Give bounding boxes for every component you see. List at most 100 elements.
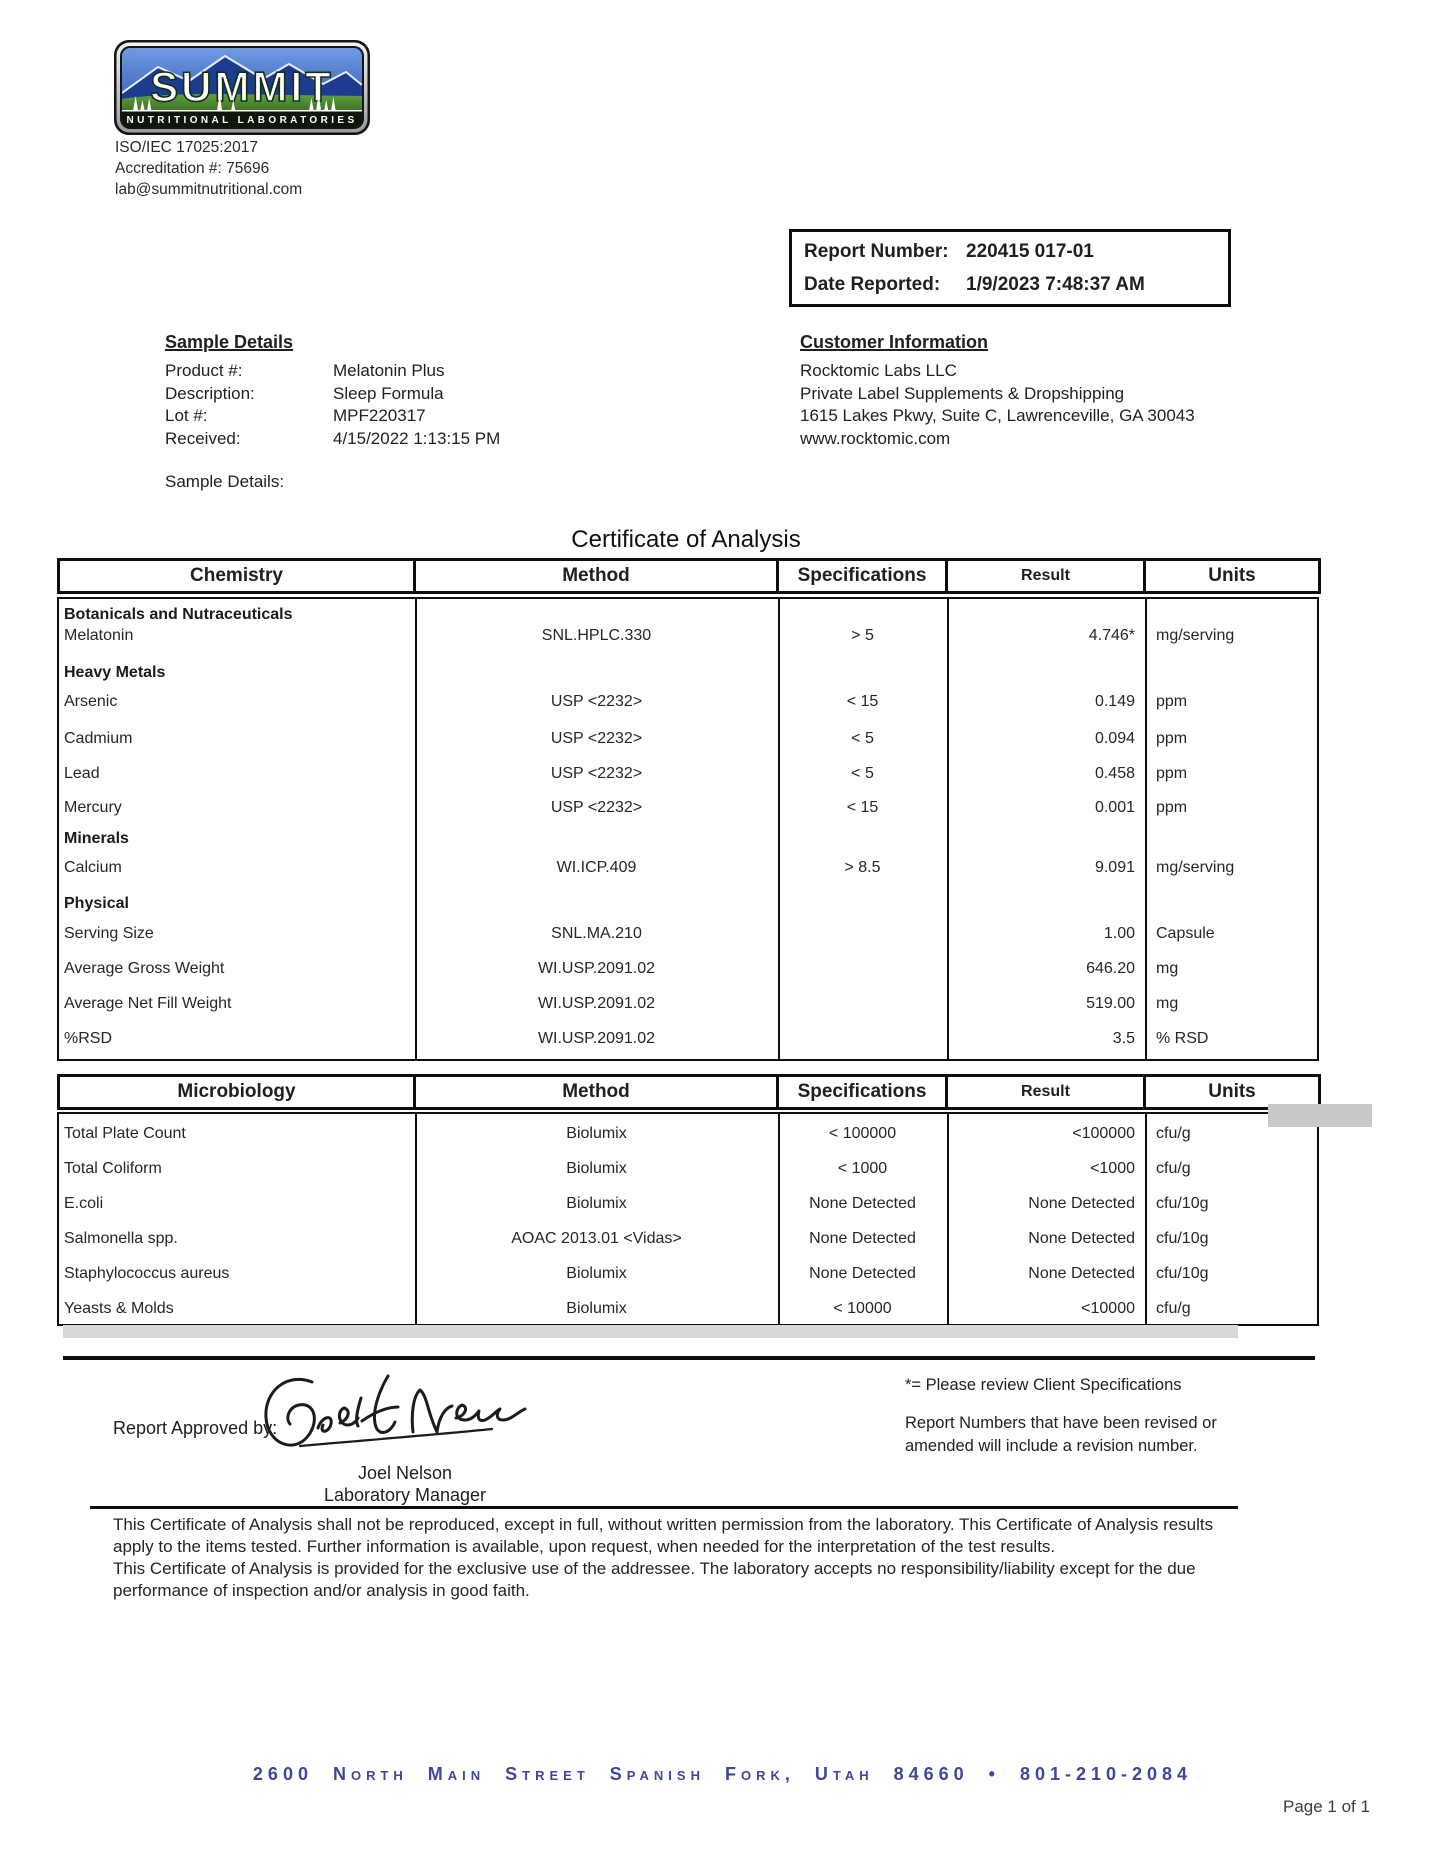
organism-name: Yeasts & Molds [64, 1300, 174, 1317]
units-cell: Capsule [1156, 925, 1215, 942]
method-cell: USP <2232> [550, 693, 643, 710]
method-cell: WI.USP.2091.02 [537, 1030, 656, 1047]
section-heavy-metals: Heavy Metals [59, 661, 1317, 685]
units-cell: mg/serving [1156, 627, 1235, 644]
client-spec-note: *= Please review Client Specifications [905, 1376, 1182, 1394]
signature-image [264, 1374, 527, 1448]
section-label: Botanicals and Nutraceuticals [64, 606, 293, 623]
description-row: Description: Sleep Formula [165, 383, 500, 406]
result-cell: 1.00 [1103, 925, 1135, 942]
section-divider-rule [63, 1356, 1315, 1360]
accreditation-line: Accreditation #: 75696 [115, 160, 270, 177]
disclaimer-divider-rule [90, 1506, 1238, 1509]
analyte-name: Melatonin [64, 627, 134, 644]
result-cell: 0.458 [1094, 765, 1135, 782]
spec-cell: > 5 [851, 627, 874, 644]
method-cell: Biolumix [566, 1125, 627, 1142]
chemistry-table-header: Chemistry Method Specifications Result U… [57, 558, 1321, 594]
units-cell: cfu/10g [1156, 1265, 1209, 1282]
result-cell: 0.094 [1094, 730, 1135, 747]
logo-peak-icons [133, 95, 336, 111]
lot-value: MPF220317 [333, 406, 426, 425]
table-row-total-coliform: Total Coliform Biolumix < 1000 <1000 cfu… [59, 1157, 1317, 1181]
sample-details-section: Sample Details Product #: Melatonin Plus… [165, 332, 500, 450]
micro-table-header: Microbiology Method Specifications Resul… [57, 1074, 1321, 1110]
method-cell: USP <2232> [550, 730, 643, 747]
table-row-melatonin: Melatonin SNL.HPLC.330 > 5 4.746* mg/ser… [59, 624, 1317, 648]
spec-cell: None Detected [809, 1265, 916, 1282]
microbiology-header: Microbiology [60, 1077, 416, 1107]
method-cell: AOAC 2013.01 <Vidas> [511, 1230, 682, 1247]
report-number-row: Report Number: 220415 017-01 [804, 235, 1216, 268]
units-cell: cfu/g [1156, 1125, 1191, 1142]
organism-name: Total Plate Count [64, 1125, 186, 1142]
analyte-name: Average Net Fill Weight [64, 995, 232, 1012]
result-cell: <1000 [1090, 1160, 1135, 1177]
customer-address: 1615 Lakes Pkwy, Suite C, Lawrenceville,… [800, 406, 1195, 425]
method-cell: USP <2232> [550, 765, 643, 782]
logo-wordmark: SUMMIT [150, 63, 334, 110]
lab-meta: ISO/IEC 17025:2017 Accreditation #: 7569… [115, 137, 302, 200]
table-row-yeasts-molds: Yeasts & Molds Biolumix < 10000 <10000 c… [59, 1297, 1317, 1321]
table-row-mercury: Mercury USP <2232> < 15 0.001 ppm [59, 796, 1317, 820]
method-cell: WI.USP.2091.02 [537, 960, 656, 977]
specifications-header: Specifications [779, 561, 948, 591]
spec-cell: None Detected [809, 1230, 916, 1247]
section-minerals: Minerals [59, 827, 1317, 851]
report-box: Report Number: 220415 017-01 Date Report… [789, 229, 1231, 307]
sample-details-extra-label: Sample Details: [165, 472, 285, 491]
spec-cell: None Detected [809, 1195, 916, 1212]
micro-table-body: Total Plate Count Biolumix < 100000 <100… [57, 1112, 1319, 1326]
table-row-arsenic: Arsenic USP <2232> < 15 0.149 ppm [59, 690, 1317, 714]
units-header: Units [1208, 1081, 1256, 1102]
product-row: Product #: Melatonin Plus [165, 360, 500, 383]
method-header: Method [416, 1077, 779, 1107]
disclaimer-paragraph-2: This Certificate of Analysis is provided… [113, 1559, 1196, 1600]
analyte-name: Mercury [64, 799, 122, 816]
units-header: Units [1208, 565, 1256, 586]
spec-cell: < 100000 [828, 1125, 897, 1142]
units-cell: cfu/10g [1156, 1230, 1209, 1247]
table-row-serving-size: Serving Size SNL.MA.210 1.00 Capsule [59, 922, 1317, 946]
section-botanicals: Botanicals and Nutraceuticals [59, 603, 1317, 627]
description-label: Description: [165, 383, 255, 403]
logo-artwork: SUMMIT NUTRITIONAL LABORATORIES [122, 48, 362, 127]
customer-name: Rocktomic Labs LLC [800, 361, 957, 380]
method-cell: SNL.HPLC.330 [541, 627, 652, 644]
report-number-value: 220415 017-01 [966, 241, 1094, 262]
units-cell: mg [1156, 995, 1179, 1012]
analyte-name: Arsenic [64, 693, 118, 710]
table-row-rsd: %RSD WI.USP.2091.02 3.5 % RSD [59, 1027, 1317, 1051]
analyte-name: Calcium [64, 859, 122, 876]
method-cell: Biolumix [566, 1160, 627, 1177]
received-row: Received: 4/15/2022 1:13:15 PM [165, 428, 500, 451]
method-cell: WI.ICP.409 [556, 859, 637, 876]
table-row-lead: Lead USP <2232> < 5 0.458 ppm [59, 762, 1317, 786]
result-cell: None Detected [1028, 1265, 1135, 1282]
result-cell: <100000 [1072, 1125, 1135, 1142]
result-header: Result [948, 561, 1146, 591]
sample-details-heading: Sample Details [165, 332, 294, 352]
result-cell: <10000 [1081, 1300, 1135, 1317]
customer-info-heading: Customer Information [800, 332, 989, 352]
table-row-avg-gross-weight: Average Gross Weight WI.USP.2091.02 646.… [59, 957, 1317, 981]
organism-name: Total Coliform [64, 1160, 162, 1177]
spec-cell: < 15 [846, 799, 879, 816]
section-label: Minerals [64, 830, 129, 847]
iso-line: ISO/IEC 17025:2017 [115, 139, 259, 156]
method-cell: SNL.MA.210 [551, 925, 642, 942]
revision-note: Report Numbers that have been revised or… [905, 1414, 1217, 1455]
page-title: Certificate of Analysis [571, 526, 801, 553]
result-cell: 0.149 [1094, 693, 1135, 710]
product-label: Product #: [165, 361, 243, 380]
result-cell: 0.001 [1094, 799, 1135, 816]
analyte-name: Cadmium [64, 730, 133, 747]
organism-name: Staphylococcus aureus [64, 1265, 230, 1282]
result-cell: 9.091 [1094, 859, 1135, 876]
description-value: Sleep Formula [333, 383, 444, 403]
units-cell: ppm [1156, 765, 1188, 782]
customer-tagline: Private Label Supplements & Dropshipping [800, 383, 1125, 403]
organism-name: E.coli [64, 1195, 104, 1212]
analyte-name: Lead [64, 765, 100, 782]
page-number: Page 1 of 1 [1283, 1797, 1370, 1816]
